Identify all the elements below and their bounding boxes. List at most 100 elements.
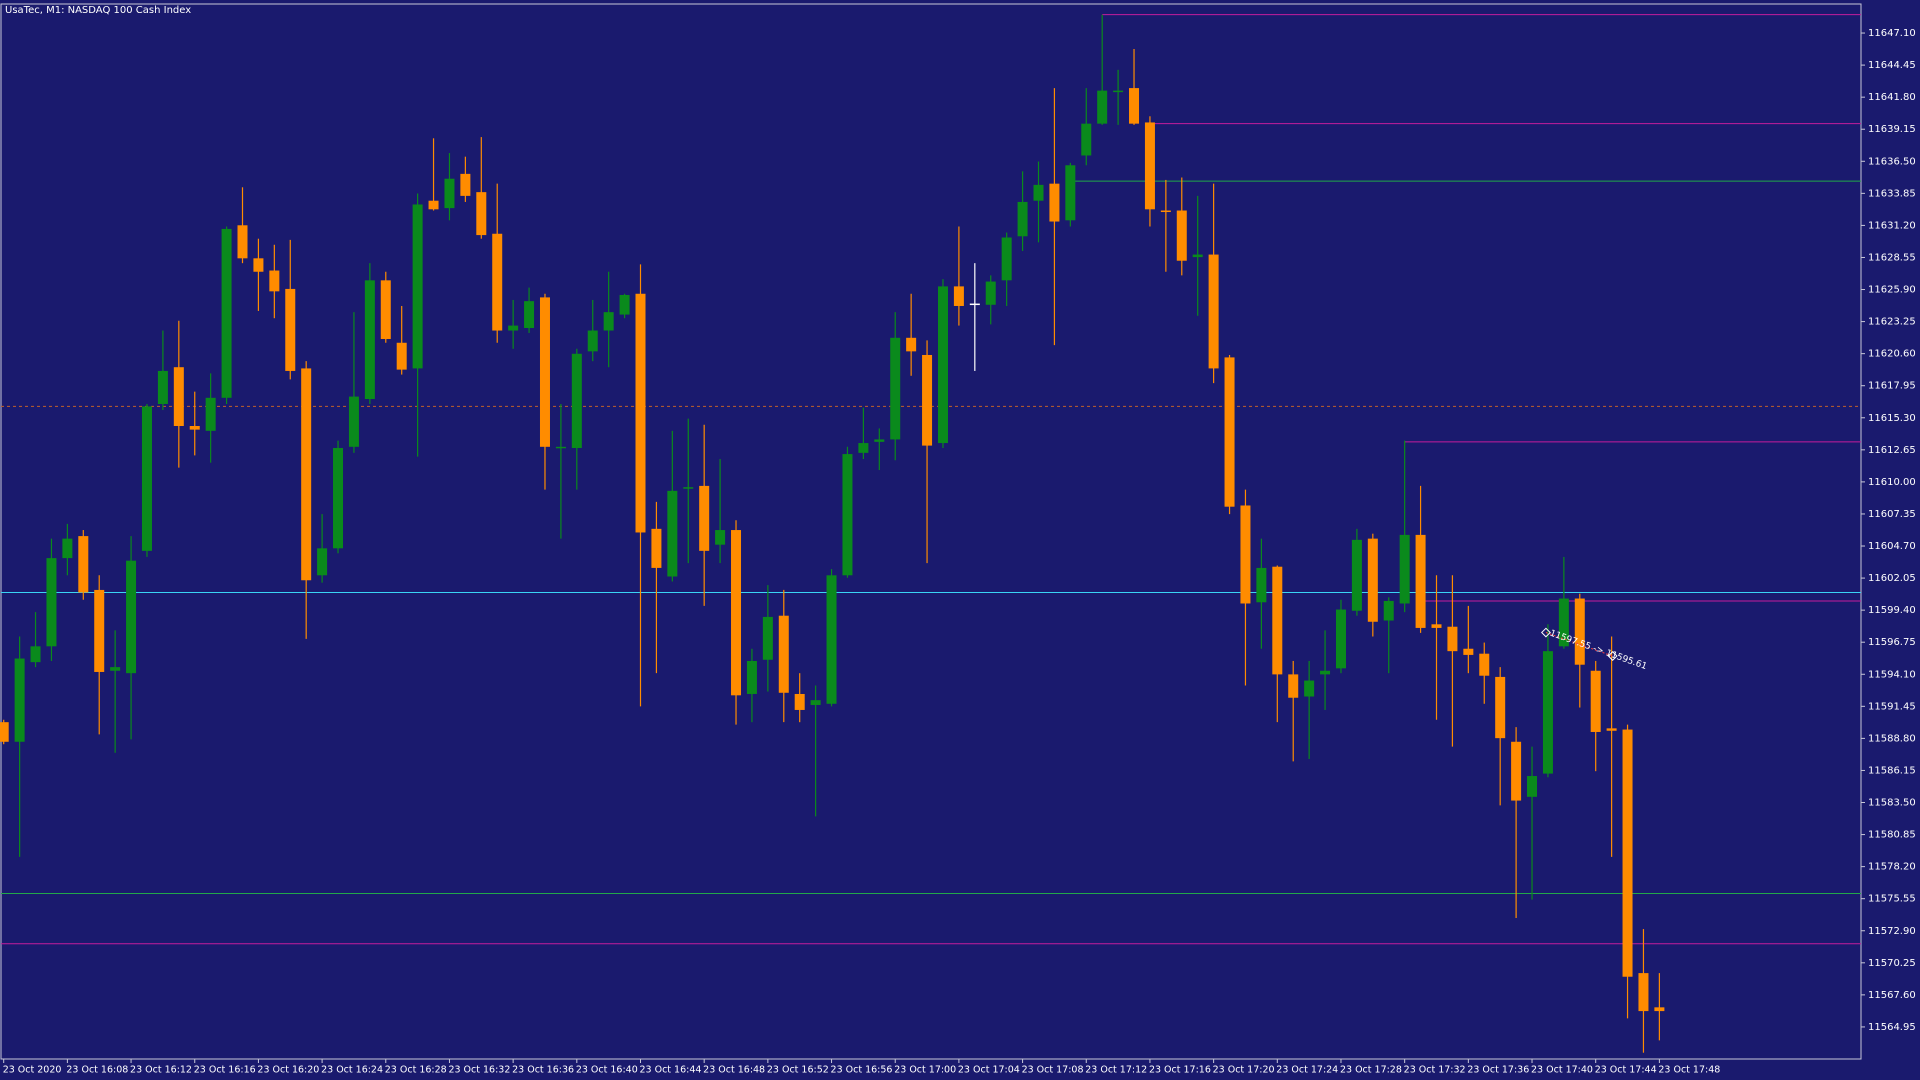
candle-body — [1527, 776, 1538, 797]
candle-body — [571, 353, 582, 449]
candle-body — [555, 446, 566, 449]
y-tick-label: 11607.35 — [1868, 509, 1916, 520]
y-tick-label: 11586.15 — [1868, 765, 1916, 776]
candle-body — [1144, 122, 1155, 210]
y-tick-label: 11596.75 — [1868, 637, 1916, 648]
trendline-anchor — [1607, 651, 1618, 661]
candle-body — [810, 700, 821, 705]
candle-body — [221, 228, 232, 398]
y-tick-label: 11633.85 — [1868, 188, 1916, 199]
candle-body — [922, 354, 933, 446]
candle-body — [603, 312, 614, 331]
candle-body — [269, 270, 280, 292]
candle-body — [30, 646, 41, 663]
candle-body — [699, 485, 710, 551]
x-tick-label: 23 Oct 17:40 — [1531, 1065, 1593, 1076]
x-tick-label: 23 Oct 17:32 — [1404, 1065, 1466, 1076]
candle-body — [317, 548, 328, 576]
candle-body — [826, 575, 837, 704]
y-tick-label: 11599.40 — [1868, 605, 1916, 616]
candle-body — [396, 342, 407, 370]
y-tick-label: 11602.05 — [1868, 573, 1916, 584]
candle-body — [444, 178, 455, 209]
candle-body — [460, 173, 471, 196]
candle-body — [508, 325, 519, 331]
y-tick-label: 11580.85 — [1868, 830, 1916, 841]
candle-body — [1447, 626, 1458, 652]
x-tick-label: 23 Oct 17:20 — [1213, 1065, 1275, 1076]
candle-body — [890, 337, 901, 440]
candle-body — [651, 528, 662, 568]
candle-body — [1638, 973, 1649, 1012]
candle-body — [348, 396, 359, 447]
candle-body — [1224, 357, 1235, 507]
candle-body — [157, 370, 168, 404]
candle-body — [1097, 90, 1108, 124]
candle-body — [412, 204, 423, 369]
candle-body — [78, 536, 89, 593]
candle-body — [715, 530, 726, 545]
candle-body — [746, 660, 757, 694]
candle-body — [1208, 254, 1219, 369]
candle-body — [1240, 505, 1251, 604]
y-tick-label: 11583.50 — [1868, 798, 1916, 809]
candle-body — [189, 426, 200, 430]
candle-body — [794, 693, 805, 710]
x-tick-label: 23 Oct 17:48 — [1658, 1065, 1720, 1076]
candle-body — [906, 337, 917, 352]
candle-body — [1622, 729, 1633, 977]
x-tick-label: 23 Oct 16:12 — [130, 1065, 192, 1076]
x-tick-label: 23 Oct 16:36 — [512, 1065, 574, 1076]
candle-body — [1463, 648, 1474, 655]
y-tick-label: 11641.80 — [1868, 92, 1916, 103]
candle-body — [364, 280, 375, 400]
candle-body — [953, 286, 964, 306]
candle-body — [539, 297, 550, 447]
candle-body — [1272, 566, 1283, 675]
candle-body — [380, 280, 391, 340]
candle-body — [635, 293, 646, 533]
x-tick-label: 23 Oct 17:00 — [894, 1065, 956, 1076]
y-tick-label: 11647.10 — [1868, 28, 1916, 39]
candle-body — [46, 558, 57, 647]
x-tick-label: 23 Oct 17:24 — [1276, 1065, 1338, 1076]
candle-body — [874, 439, 885, 442]
candle-body — [1654, 1007, 1665, 1012]
candle-body — [492, 233, 503, 331]
candle-body — [1511, 741, 1522, 801]
y-tick-label: 11578.20 — [1868, 862, 1916, 873]
candle-body — [1113, 90, 1124, 93]
candle-body — [237, 225, 248, 259]
candle-body — [1606, 728, 1617, 731]
candle-body — [333, 448, 344, 549]
candle-body — [62, 538, 73, 559]
x-tick-label: 23 Oct 17:12 — [1085, 1065, 1147, 1076]
candle-body — [14, 658, 25, 742]
y-tick-label: 11625.90 — [1868, 285, 1916, 296]
candle-body — [476, 192, 487, 236]
candle-body — [1033, 184, 1044, 201]
y-tick-label: 11615.30 — [1868, 413, 1916, 424]
y-tick-label: 11591.45 — [1868, 701, 1916, 712]
x-tick-label: 23 Oct 16:24 — [321, 1065, 383, 1076]
candle-body — [762, 616, 773, 660]
candle-body — [587, 330, 598, 352]
y-tick-label: 11620.60 — [1868, 349, 1916, 360]
x-tick-label: 23 Oct 16:16 — [194, 1065, 256, 1076]
x-tick-label: 23 Oct 16:20 — [257, 1065, 319, 1076]
candle-body — [1176, 210, 1187, 261]
y-tick-label: 11617.95 — [1868, 381, 1916, 392]
candle-body — [285, 288, 296, 371]
candle-body — [524, 301, 535, 329]
candle-body — [731, 530, 742, 696]
y-tick-label: 11594.10 — [1868, 669, 1916, 680]
trendline-anchor — [1540, 627, 1551, 638]
candle-body — [1129, 88, 1140, 124]
candle-body — [301, 368, 312, 581]
candle-body — [1383, 600, 1394, 621]
x-tick-label: 23 Oct 17:16 — [1149, 1065, 1211, 1076]
y-tick-label: 11628.55 — [1868, 252, 1916, 263]
candle-body — [253, 258, 264, 272]
y-tick-label: 11572.90 — [1868, 926, 1916, 937]
